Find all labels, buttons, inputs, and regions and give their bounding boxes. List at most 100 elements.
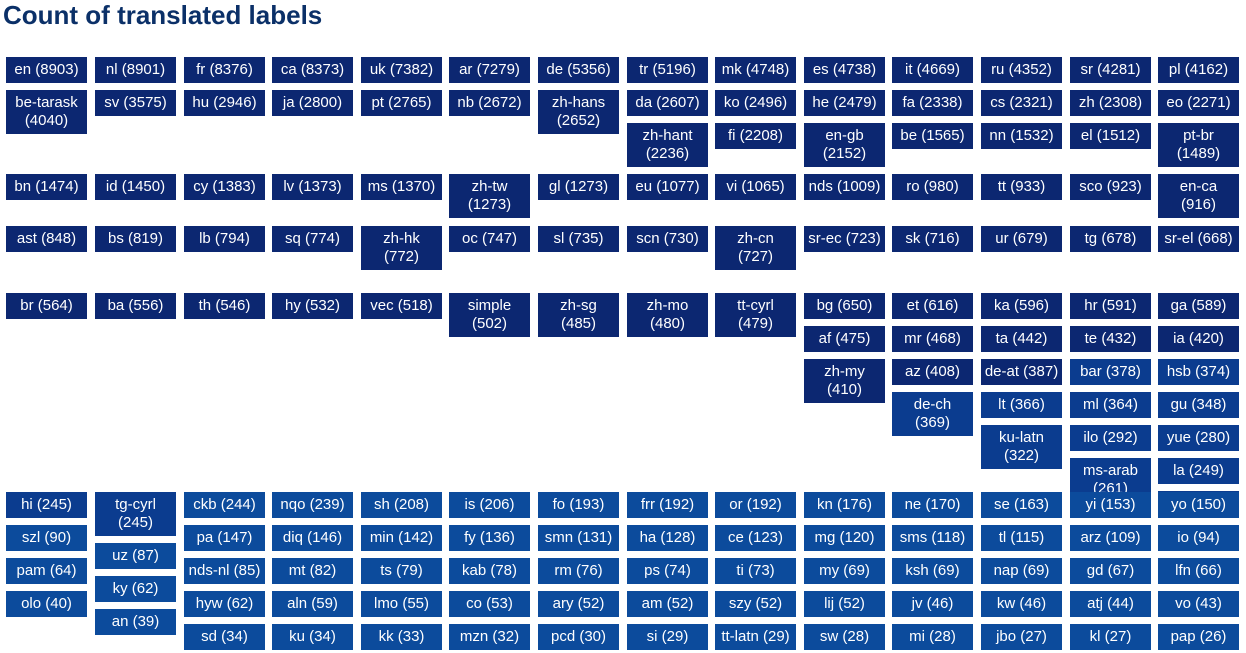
label-tile-en-gb: en-gb (2152) — [804, 123, 885, 167]
label-tile-zh-hk: zh-hk (772) — [361, 226, 442, 270]
label-tile-de-ch: de-ch (369) — [892, 392, 973, 436]
label-tile-ckb: ckb (244) — [184, 492, 265, 518]
label-tile-he: he (2479) — [804, 90, 885, 116]
label-tile-hu: hu (2946) — [184, 90, 265, 116]
label-tile-kl: kl (27) — [1070, 624, 1151, 650]
label-tile-co: co (53) — [449, 591, 530, 617]
label-tile-an: an (39) — [95, 609, 176, 635]
label-tile-sh: sh (208) — [361, 492, 442, 518]
label-tile-pt-br: pt-br (1489) — [1158, 123, 1239, 167]
label-tile-te: te (432) — [1070, 326, 1151, 352]
label-tile-zh-mo: zh-mo (480) — [627, 293, 708, 337]
label-tile-szy: szy (52) — [715, 591, 796, 617]
label-tile-hi: hi (245) — [6, 492, 87, 518]
label-tile-ru: ru (4352) — [981, 57, 1062, 83]
label-tile-ur: ur (679) — [981, 226, 1062, 252]
label-tile-rm: rm (76) — [538, 558, 619, 584]
label-tile-ar: ar (7279) — [449, 57, 530, 83]
label-tile-my: my (69) — [804, 558, 885, 584]
label-tile-hy: hy (532) — [272, 293, 353, 319]
label-tile-ti: ti (73) — [715, 558, 796, 584]
label-tile-be-tarask: be-tarask (4040) — [6, 90, 87, 134]
label-tile-ku-latn: ku-latn (322) — [981, 425, 1062, 469]
label-tile-frr: frr (192) — [627, 492, 708, 518]
label-tile-en-ca: en-ca (916) — [1158, 174, 1239, 218]
label-tile-kw: kw (46) — [981, 591, 1062, 617]
label-tile-id: id (1450) — [95, 174, 176, 200]
label-tile-fy: fy (136) — [449, 525, 530, 551]
label-tile-mzn: mzn (32) — [449, 624, 530, 650]
label-tile-de: de (5356) — [538, 57, 619, 83]
label-tile-se: se (163) — [981, 492, 1062, 518]
label-tile-tl: tl (115) — [981, 525, 1062, 551]
label-tile-af: af (475) — [804, 326, 885, 352]
label-tile-ksh: ksh (69) — [892, 558, 973, 584]
label-tile-or: or (192) — [715, 492, 796, 518]
label-tile-sq: sq (774) — [272, 226, 353, 252]
label-tile-nb: nb (2672) — [449, 90, 530, 116]
label-tile-sr-el: sr-el (668) — [1158, 226, 1239, 252]
label-tile-mk: mk (4748) — [715, 57, 796, 83]
label-tile-arz: arz (109) — [1070, 525, 1151, 551]
label-tile-gd: gd (67) — [1070, 558, 1151, 584]
label-tile-az: az (408) — [892, 359, 973, 385]
label-tile-si: si (29) — [627, 624, 708, 650]
label-tile-am: am (52) — [627, 591, 708, 617]
label-tile-lb: lb (794) — [184, 226, 265, 252]
label-tile-vec: vec (518) — [361, 293, 442, 319]
label-tile-nn: nn (1532) — [981, 123, 1062, 149]
label-tile-pl: pl (4162) — [1158, 57, 1239, 83]
label-tile-ilo: ilo (292) — [1070, 425, 1151, 451]
label-tile-sv: sv (3575) — [95, 90, 176, 116]
label-tile-eo: eo (2271) — [1158, 90, 1239, 116]
label-tile-fo: fo (193) — [538, 492, 619, 518]
label-tile-bs: bs (819) — [95, 226, 176, 252]
label-tile-ro: ro (980) — [892, 174, 973, 200]
label-tile-smn: smn (131) — [538, 525, 619, 551]
label-tile-la: la (249) — [1158, 458, 1239, 484]
label-tile-diq: diq (146) — [272, 525, 353, 551]
label-tile-fr: fr (8376) — [184, 57, 265, 83]
label-tile-tg-cyrl: tg-cyrl (245) — [95, 492, 176, 536]
label-tile-en: en (8903) — [6, 57, 87, 83]
label-tile-lmo: lmo (55) — [361, 591, 442, 617]
label-tile-lv: lv (1373) — [272, 174, 353, 200]
page-title: Count of translated labels — [3, 0, 323, 30]
label-tile-nqo: nqo (239) — [272, 492, 353, 518]
label-tile-olo: olo (40) — [6, 591, 87, 617]
label-tile-eu: eu (1077) — [627, 174, 708, 200]
label-tile-tt: tt (933) — [981, 174, 1062, 200]
label-tile-lt: lt (366) — [981, 392, 1062, 418]
label-tile-atj: atj (44) — [1070, 591, 1151, 617]
label-tile-jv: jv (46) — [892, 591, 973, 617]
label-tile-el: el (1512) — [1070, 123, 1151, 149]
label-tile-sco: sco (923) — [1070, 174, 1151, 200]
label-tile-pa: pa (147) — [184, 525, 265, 551]
label-tile-ka: ka (596) — [981, 293, 1062, 319]
label-tile-nap: nap (69) — [981, 558, 1062, 584]
label-tile-it: it (4669) — [892, 57, 973, 83]
label-tile-ml: ml (364) — [1070, 392, 1151, 418]
label-tile-fi: fi (2208) — [715, 123, 796, 149]
label-tile-vo: vo (43) — [1158, 591, 1239, 617]
label-tile-ha: ha (128) — [627, 525, 708, 551]
label-tile-ku: ku (34) — [272, 624, 353, 650]
label-tile-gu: gu (348) — [1158, 392, 1239, 418]
label-tile-scn: scn (730) — [627, 226, 708, 252]
label-tile-tt-cyrl: tt-cyrl (479) — [715, 293, 796, 337]
label-tile-zh-cn: zh-cn (727) — [715, 226, 796, 270]
label-tile-bar: bar (378) — [1070, 359, 1151, 385]
label-tile-nl: nl (8901) — [95, 57, 176, 83]
label-tile-pt: pt (2765) — [361, 90, 442, 116]
label-tile-zh-hant: zh-hant (2236) — [627, 123, 708, 167]
label-tile-io: io (94) — [1158, 525, 1239, 551]
label-tile-pam: pam (64) — [6, 558, 87, 584]
label-tile-tg: tg (678) — [1070, 226, 1151, 252]
label-tile-ts: ts (79) — [361, 558, 442, 584]
label-tile-es: es (4738) — [804, 57, 885, 83]
label-tile-ja: ja (2800) — [272, 90, 353, 116]
label-tile-tr: tr (5196) — [627, 57, 708, 83]
label-tile-ga: ga (589) — [1158, 293, 1239, 319]
label-tile-ms: ms (1370) — [361, 174, 442, 200]
